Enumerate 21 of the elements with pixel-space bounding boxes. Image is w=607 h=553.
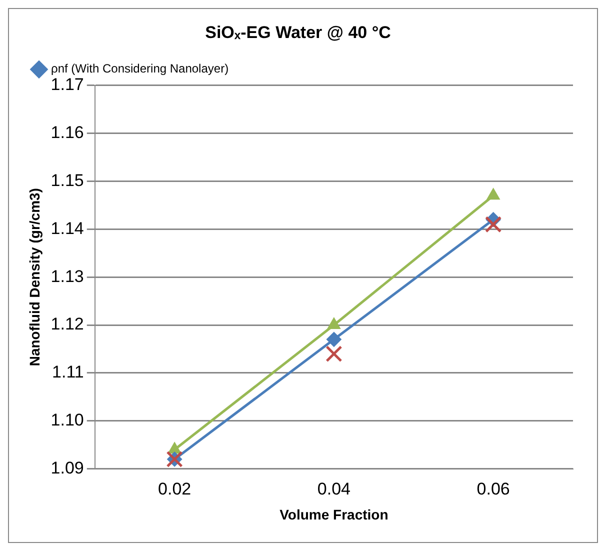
point: [327, 318, 341, 330]
point: [484, 216, 502, 233]
point: [326, 332, 342, 347]
legend-label: ρnf (With Considering Nanolayer): [51, 62, 229, 76]
x-axis-title: Volume Fraction: [280, 506, 388, 522]
y-tick-label: 1.10: [50, 410, 84, 430]
x-tick-label: 0.06: [476, 480, 510, 499]
y-tick-label: 1.15: [50, 170, 84, 190]
point: [326, 345, 342, 362]
y-tick-label: 1.12: [50, 314, 84, 334]
y-tick-label: 1.13: [50, 266, 84, 286]
chart-title: SiOₓ-EG Water @ 40 °C: [205, 22, 391, 42]
x-tick-label: 0.04: [317, 480, 350, 499]
y-tick-label: 1.17: [50, 75, 84, 94]
y-axis-title: Nanofluid Density (gr/cm3): [26, 188, 42, 366]
y-tick-label: 1.14: [50, 218, 84, 238]
y-tick-label: 1.09: [50, 458, 84, 478]
y-tick-label: 1.16: [50, 123, 84, 142]
point: [486, 188, 500, 200]
x-tick-label: 0.02: [158, 480, 192, 499]
y-tick-label: 1.11: [52, 362, 84, 382]
